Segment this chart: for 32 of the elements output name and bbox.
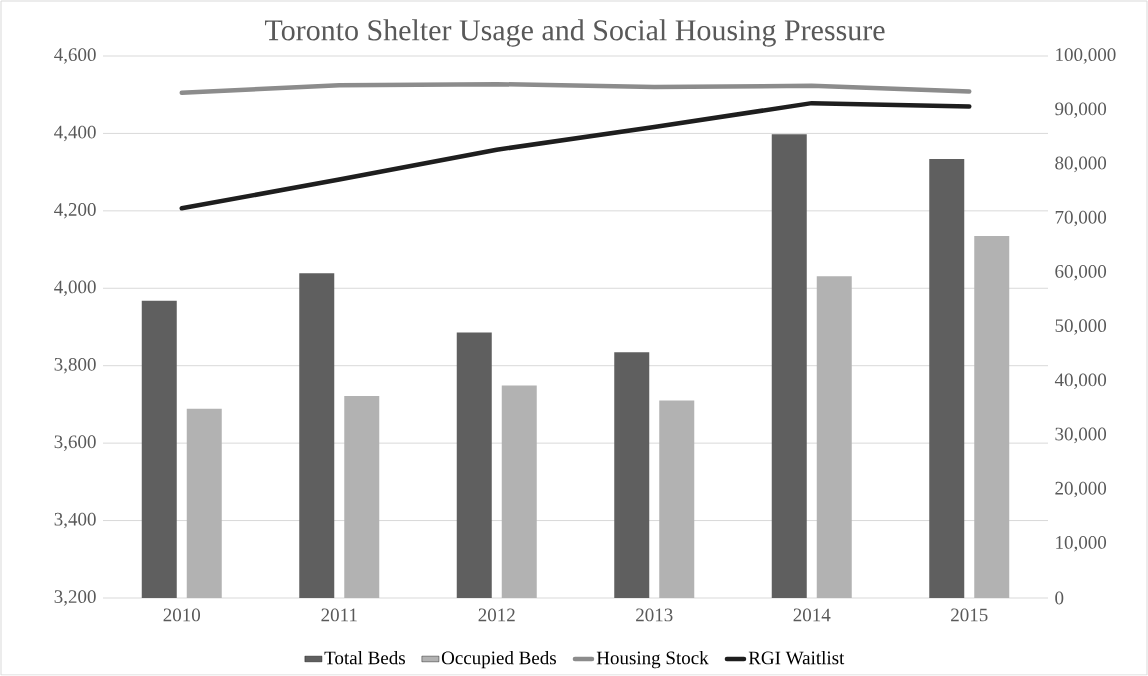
y-tick-label: 3,800 [54,357,96,374]
y-tick-label: 4,600 [54,48,96,64]
y2-tick-label: 60,000 [1055,265,1107,281]
x-tick-label: 2010 [163,608,201,622]
y2-tick-label: 20,000 [1055,481,1107,498]
x-tick-label: 2012 [478,608,515,622]
y-tick-label: 4,400 [54,125,96,142]
y-tick-label: 4,200 [54,203,96,219]
y-tick-label: 3,600 [54,435,96,451]
y2-tick-label: 70,000 [1055,210,1107,227]
y2-tick-label: 0 [1055,591,1064,605]
legend-label: Total Beds [324,650,405,665]
y2-tick-label: 40,000 [1054,373,1107,389]
y-tick-label: 4,000 [54,280,96,297]
x-tick-label: 2011 [321,608,357,622]
line-series [179,81,972,96]
y2-tick-label: 30,000 [1055,427,1107,444]
legend-label: Occupied Beds [441,650,556,669]
y-tick-label: 3,200 [54,590,96,606]
y2-tick-label: 90,000 [1055,102,1107,118]
legend-label: RGI Waitlist [748,650,845,665]
legend-label: Housing Stock [596,650,709,669]
x-tick-label: 2013 [636,608,673,622]
y2-tick-label: 100,000 [1056,48,1116,64]
line-series [179,100,972,211]
y2-tick-label: 50,000 [1055,319,1107,335]
y2-tick-label: 80,000 [1055,156,1107,173]
y-tick-label: 3,400 [54,512,96,529]
x-tick-label: 2014 [793,608,831,622]
y2-tick-label: 10,000 [1056,536,1107,552]
chart-title: Toronto Shelter Usage and Social Housing Pressure [265,19,885,47]
x-tick-label: 2015 [951,608,988,622]
